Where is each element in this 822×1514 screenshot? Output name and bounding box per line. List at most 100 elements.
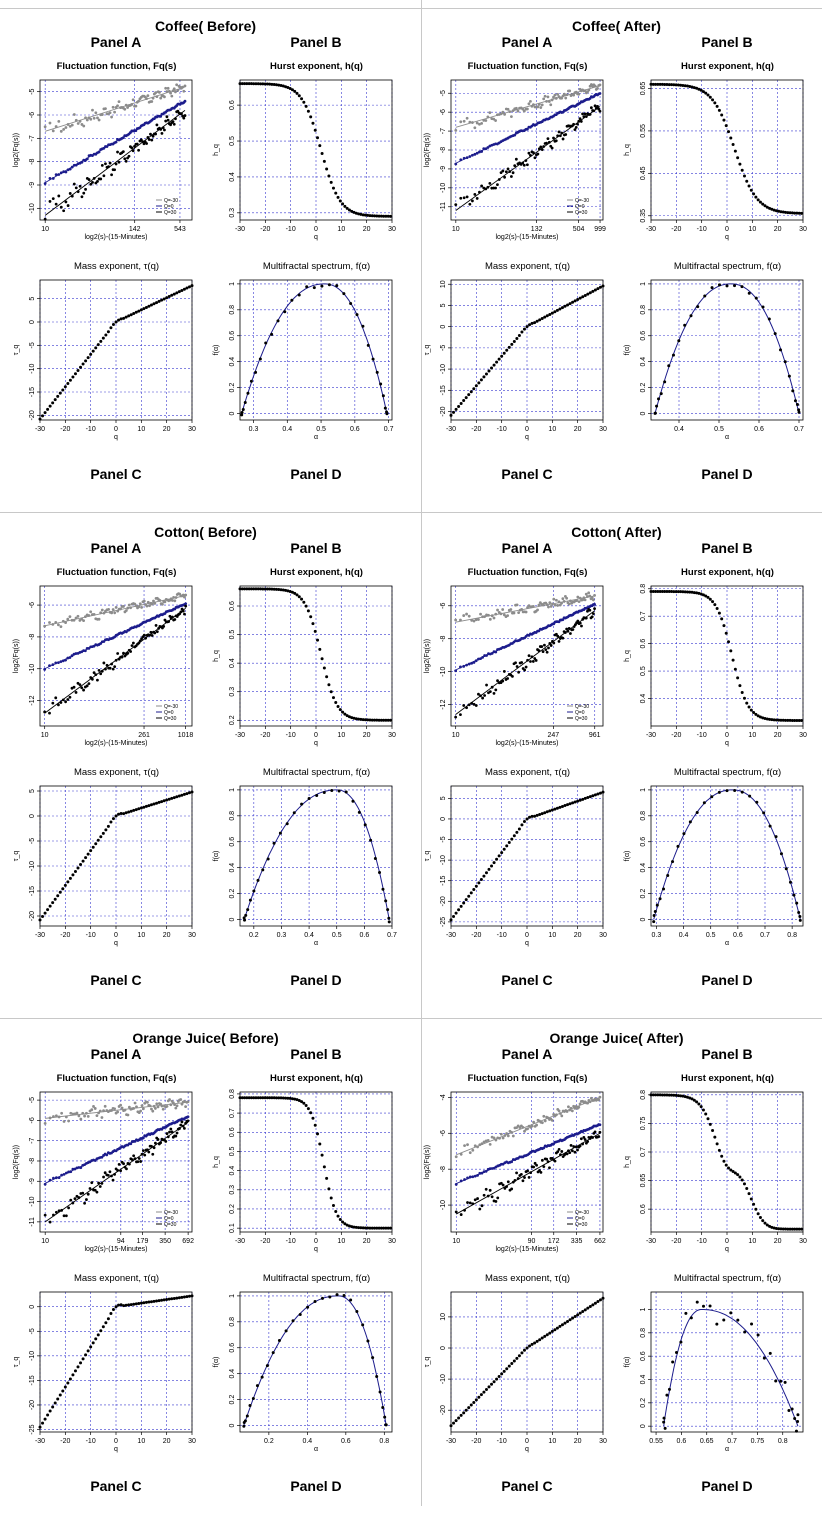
data-point bbox=[761, 1219, 765, 1223]
data-point bbox=[107, 607, 110, 611]
data-point bbox=[513, 1179, 517, 1182]
spectrum-points bbox=[653, 283, 801, 415]
data-point bbox=[335, 1293, 339, 1297]
data-point bbox=[699, 88, 703, 92]
data-point bbox=[144, 305, 148, 309]
data-point bbox=[81, 859, 85, 863]
y-tick-label: -10 bbox=[440, 855, 447, 865]
data-point bbox=[238, 587, 242, 591]
data-point bbox=[475, 121, 479, 125]
data-point bbox=[533, 321, 537, 325]
data-point bbox=[345, 1223, 349, 1227]
data-point bbox=[57, 1115, 61, 1119]
data-point bbox=[185, 286, 189, 290]
data-point bbox=[113, 665, 117, 669]
data-point bbox=[58, 890, 62, 894]
y-tick-label: -9 bbox=[440, 166, 447, 172]
x-tick-label: 0.65 bbox=[700, 1438, 714, 1445]
data-point bbox=[256, 1096, 260, 1100]
data-point bbox=[597, 107, 601, 111]
data-point bbox=[387, 916, 391, 920]
data-point bbox=[755, 800, 759, 804]
data-point bbox=[48, 121, 52, 125]
data-point bbox=[793, 1227, 797, 1231]
data-point bbox=[165, 90, 169, 93]
data-point bbox=[500, 851, 504, 855]
data-point bbox=[116, 1110, 120, 1114]
data-point bbox=[452, 410, 456, 414]
data-point bbox=[137, 641, 141, 645]
data-point bbox=[571, 801, 575, 805]
data-point bbox=[54, 1114, 58, 1118]
y-axis-label: τ_q bbox=[13, 851, 20, 862]
data-point bbox=[256, 82, 260, 86]
x-tick-label: 10 bbox=[137, 426, 145, 433]
data-point bbox=[142, 1301, 146, 1305]
y-tick-label: 0.6 bbox=[640, 1204, 647, 1214]
data-point bbox=[768, 717, 772, 721]
data-point bbox=[497, 1375, 501, 1379]
data-point bbox=[478, 1207, 482, 1211]
data-point bbox=[510, 1130, 514, 1134]
data-point bbox=[184, 604, 188, 608]
data-point bbox=[59, 660, 63, 664]
data-point bbox=[327, 174, 331, 178]
data-point bbox=[111, 1308, 115, 1312]
y-tick-label: 0.75 bbox=[640, 1117, 647, 1131]
x-tick-label: -20 bbox=[671, 1238, 681, 1245]
data-point bbox=[252, 587, 256, 591]
data-point bbox=[545, 314, 549, 318]
data-point bbox=[300, 1100, 304, 1104]
data-point bbox=[494, 119, 497, 122]
data-point bbox=[568, 302, 572, 306]
data-point bbox=[501, 110, 505, 114]
x-axis-label: q bbox=[114, 1446, 118, 1453]
data-point bbox=[690, 590, 694, 594]
data-point bbox=[561, 137, 565, 141]
data-point bbox=[713, 1135, 717, 1139]
data-point bbox=[501, 679, 505, 683]
data-point bbox=[259, 1096, 263, 1100]
data-point bbox=[790, 211, 794, 215]
data-point bbox=[736, 1173, 740, 1177]
data-point bbox=[546, 95, 550, 99]
data-point bbox=[540, 1121, 544, 1125]
data-point bbox=[168, 1098, 171, 1101]
data-point bbox=[168, 1130, 171, 1134]
data-point bbox=[552, 641, 556, 645]
data-point bbox=[88, 1187, 92, 1190]
data-point bbox=[108, 161, 112, 165]
grid bbox=[651, 280, 803, 420]
panel-c-label: Panel C bbox=[90, 1478, 142, 1494]
chart-a: 10 132 504 999-11-10-9-8-7-6-5log2(s)-(15-M… bbox=[424, 79, 606, 241]
data-point bbox=[484, 372, 488, 376]
data-point bbox=[662, 1416, 666, 1420]
data-point bbox=[558, 307, 562, 311]
data-point bbox=[514, 661, 517, 665]
data-point bbox=[496, 1196, 500, 1200]
data-point bbox=[468, 202, 472, 206]
data-point bbox=[481, 655, 485, 659]
data-point bbox=[38, 417, 42, 421]
data-point bbox=[182, 89, 186, 93]
data-point bbox=[151, 1152, 155, 1156]
data-point bbox=[132, 808, 136, 812]
data-point bbox=[292, 811, 296, 815]
plot-frame bbox=[239, 1291, 393, 1433]
data-point bbox=[124, 159, 128, 163]
quadrant-title: Coffee( Before) bbox=[154, 18, 257, 34]
data-point bbox=[454, 1155, 458, 1159]
data-point bbox=[180, 288, 184, 292]
data-point bbox=[146, 94, 150, 98]
data-point bbox=[465, 612, 468, 616]
x-tick-label: 0.3 bbox=[249, 426, 259, 433]
data-point bbox=[459, 618, 462, 622]
chart-b: -30 -20 -10 0 10 20 300.60.650.70.750.8qh_q bbox=[624, 1090, 807, 1253]
data-point bbox=[561, 597, 565, 601]
data-point bbox=[477, 692, 480, 696]
data-point bbox=[486, 185, 490, 189]
data-point bbox=[486, 1194, 490, 1198]
chart-title: Mass exponent, τ(q) bbox=[73, 1273, 160, 1284]
data-point bbox=[574, 125, 578, 129]
data-point bbox=[366, 718, 370, 722]
